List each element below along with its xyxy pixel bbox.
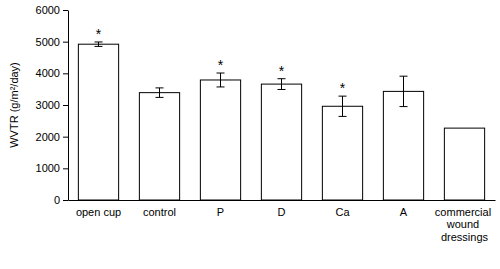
y-tick-label: 0 [54,194,60,206]
marks [78,42,484,200]
bar [261,84,301,200]
chart: * * * * 0 1000 2000 3000 4000 5000 6000 open cup con… [0,0,500,269]
error-cap [278,89,286,90]
x-tick-label: P [217,206,224,218]
y-tick: 4000 [36,67,68,79]
x-tick-label: A [400,206,408,218]
y-axis: 0 1000 2000 3000 4000 5000 6000 [36,4,69,206]
error-line [403,76,404,106]
x-tick: D [278,200,286,218]
error-cap [339,116,347,117]
y-tick-mark [63,42,68,43]
error-cap [95,46,103,47]
plot: * * * * 0 1000 2000 3000 4000 5000 6000 open cup con… [36,4,496,243]
annotation: * [279,63,285,79]
x-tick-label: D [278,206,286,218]
x-tick: A [400,200,408,218]
y-tick-label: 6000 [36,4,60,16]
error-bar [339,96,347,116]
y-tick: 2000 [36,131,68,143]
x-axis-line [69,200,496,201]
y-tick-mark [63,73,68,74]
y-tick-mark [63,168,68,169]
annotations: * * * * [96,26,346,96]
error-cap [400,76,408,77]
y-tick: 6000 [36,4,68,16]
x-tick-label: control [143,206,176,218]
y-tick-label: 5000 [36,36,60,48]
error-cap [400,106,408,107]
error-line [281,79,282,90]
bar [322,106,362,200]
annotation: * [218,57,224,73]
error-line [220,73,221,87]
annotation: * [340,80,346,96]
y-tick-mark [63,137,68,138]
x-tick: control [143,200,176,218]
bar [383,91,423,200]
x-tick: Ca [335,200,350,218]
error-cap [217,86,225,87]
x-tick: open cup [76,200,121,218]
bar [444,128,484,200]
y-tick-mark [63,105,68,106]
error-line [342,96,343,116]
error-bar [400,76,408,106]
error-bar [217,73,225,87]
error-bar [95,42,103,46]
bar [200,80,240,200]
y-tick: 5000 [36,36,68,48]
x-tick: P [217,200,224,218]
y-tick: 3000 [36,99,68,111]
y-tick-label: 1000 [36,162,60,174]
error-line [98,42,99,46]
y-tick-label: 2000 [36,131,60,143]
y-tick: 1000 [36,162,68,174]
error-bar [278,79,286,90]
annotation: * [96,26,102,42]
y-tick-label: 3000 [36,99,60,111]
bar [78,44,118,200]
error-line [159,88,160,98]
bar [139,93,179,200]
x-axis: open cup control P D Ca Acommercial wound dre… [69,200,496,243]
x-tick: commercial wound dressings [435,200,494,243]
y-tick-mark [63,200,68,201]
x-tick-label: Ca [335,206,350,218]
x-tick-label: commercial wound dressings [435,206,494,243]
y-tick: 0 [54,194,68,206]
error-bar [156,88,164,98]
error-cap [156,87,164,88]
y-axis-title: WVTR (g/m²/day) [8,62,20,148]
x-tick-label: open cup [76,206,121,218]
error-cap [156,97,164,98]
y-tick-mark [63,10,68,11]
y-axis-line [68,11,69,201]
y-tick-label: 4000 [36,67,60,79]
